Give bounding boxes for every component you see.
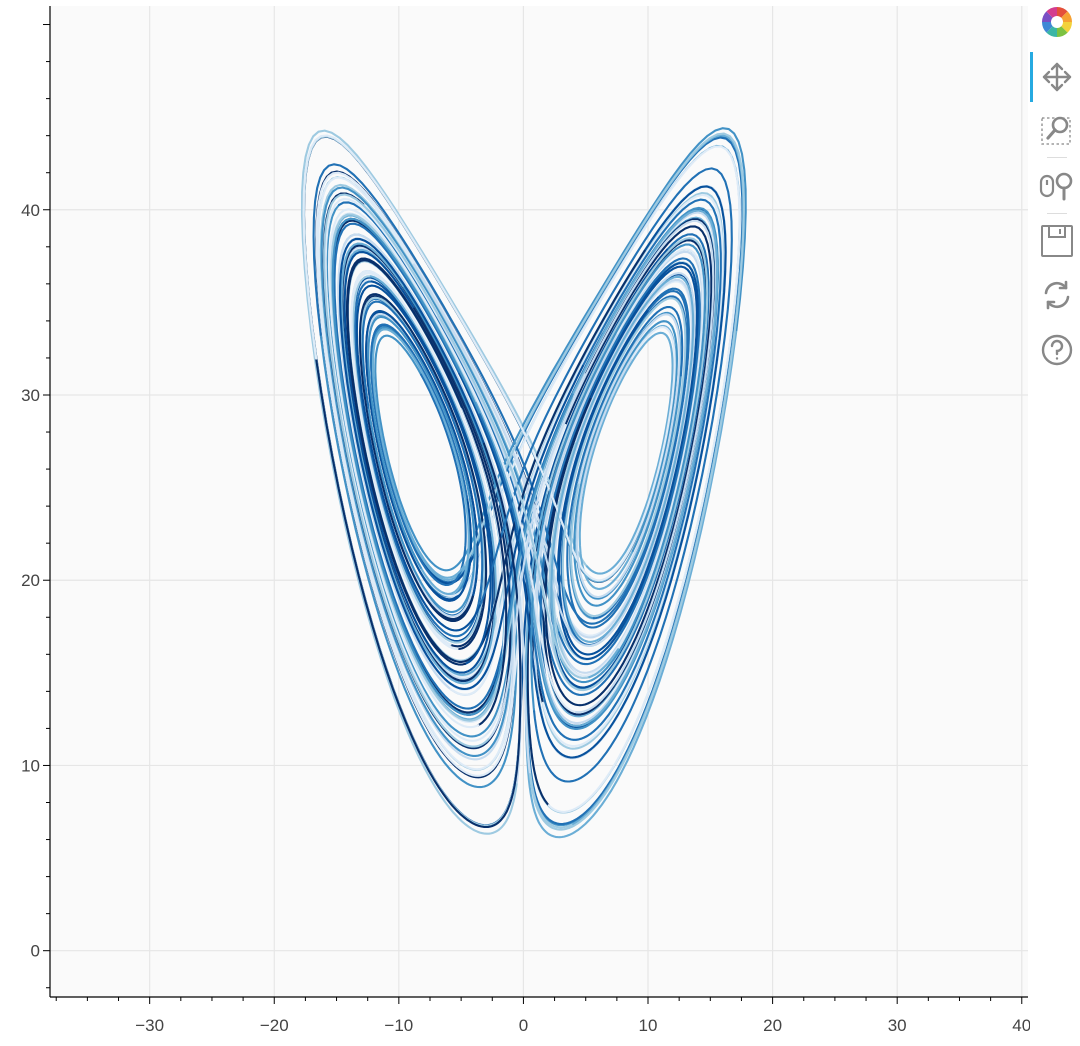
y-tick-label: 10 — [21, 756, 40, 775]
save-tool-icon[interactable] — [1038, 222, 1076, 260]
attractor-segment — [475, 209, 719, 727]
attractor-segment — [330, 213, 574, 722]
y-tick-label: 0 — [31, 942, 40, 961]
attractor-segment — [367, 315, 476, 614]
attractor-segment — [539, 257, 701, 696]
attractor-segment — [478, 167, 733, 783]
attractor-segment — [458, 185, 727, 759]
attractor-segment — [323, 193, 591, 748]
attractor-segment — [346, 249, 646, 663]
attractor-segment — [315, 357, 522, 829]
attractor-segment — [328, 208, 578, 729]
attractor-segment — [524, 329, 738, 839]
attractor-segment — [544, 225, 713, 707]
attractor-segment — [530, 243, 706, 713]
attractor-segment — [487, 219, 715, 741]
attractor-segment — [462, 132, 745, 831]
help-tool-icon[interactable] — [1038, 331, 1076, 369]
x-tick-label: 40 — [1012, 1016, 1030, 1035]
axes: −30 −20 −10 0 10 20 30 40 0 10 20 30 40 — [21, 6, 1030, 1035]
attractor-segment — [370, 323, 469, 587]
y-tick-label: 40 — [21, 201, 40, 220]
attractor-segment — [416, 145, 741, 813]
attractor-curves — [300, 127, 747, 839]
active-tool-indicator — [1030, 52, 1033, 102]
box-zoom-tool-icon[interactable] — [1038, 110, 1076, 148]
attractor-segment — [320, 186, 560, 757]
attractor-segment — [535, 250, 704, 678]
reset-tool-icon[interactable] — [1038, 276, 1076, 314]
attractor-segment — [365, 310, 479, 602]
attractor-segment — [352, 275, 486, 644]
bokeh-logo-icon[interactable] — [1038, 3, 1076, 41]
attractor-segment — [333, 222, 604, 710]
toolbar — [1030, 0, 1080, 1046]
attractor-segment — [355, 284, 492, 665]
attractor-segment — [350, 270, 500, 696]
attractor-segment — [573, 320, 682, 607]
attractor-segment — [374, 127, 747, 572]
pan-tool-icon[interactable] — [1038, 58, 1076, 96]
attractor-segment — [588, 648, 620, 679]
attractor-segment — [576, 313, 681, 599]
lorenz-chart[interactable]: −30 −20 −10 0 10 20 30 40 0 10 20 30 40 — [0, 0, 1030, 1046]
toolbar-divider — [1047, 213, 1067, 214]
x-tick-label: 30 — [888, 1016, 907, 1035]
attractor-segment — [343, 251, 494, 674]
attractor-segment — [478, 198, 722, 741]
x-tick-label: 20 — [763, 1016, 782, 1035]
attractor-segment — [342, 248, 513, 691]
attractor-segment — [558, 265, 698, 656]
wheel-zoom-tool-icon[interactable] — [1038, 167, 1076, 205]
attractor-segment — [302, 134, 676, 582]
attractor-segment — [345, 257, 508, 727]
attractor-segment — [561, 297, 687, 618]
attractor-segment — [338, 237, 584, 691]
x-tick-label: 0 — [519, 1016, 528, 1035]
attractor-segment — [371, 328, 470, 595]
y-tick-label: 30 — [21, 386, 40, 405]
toolbar-divider — [1047, 157, 1067, 158]
attractor-segment — [319, 286, 518, 789]
attractor-segment — [545, 237, 709, 692]
x-tick-label: −30 — [135, 1016, 164, 1035]
attractor-segment — [340, 242, 497, 685]
y-tick-label: 20 — [21, 571, 40, 590]
attractor-segment — [331, 217, 574, 716]
attractor-segment — [550, 275, 695, 661]
attractor-segment — [354, 280, 484, 638]
attractor-segment — [578, 331, 674, 590]
x-tick-label: 10 — [639, 1016, 658, 1035]
attractor-segment — [312, 163, 690, 625]
x-tick-label: −10 — [384, 1016, 413, 1035]
attractor-segment — [337, 233, 531, 776]
x-tick-label: −20 — [260, 1016, 289, 1035]
